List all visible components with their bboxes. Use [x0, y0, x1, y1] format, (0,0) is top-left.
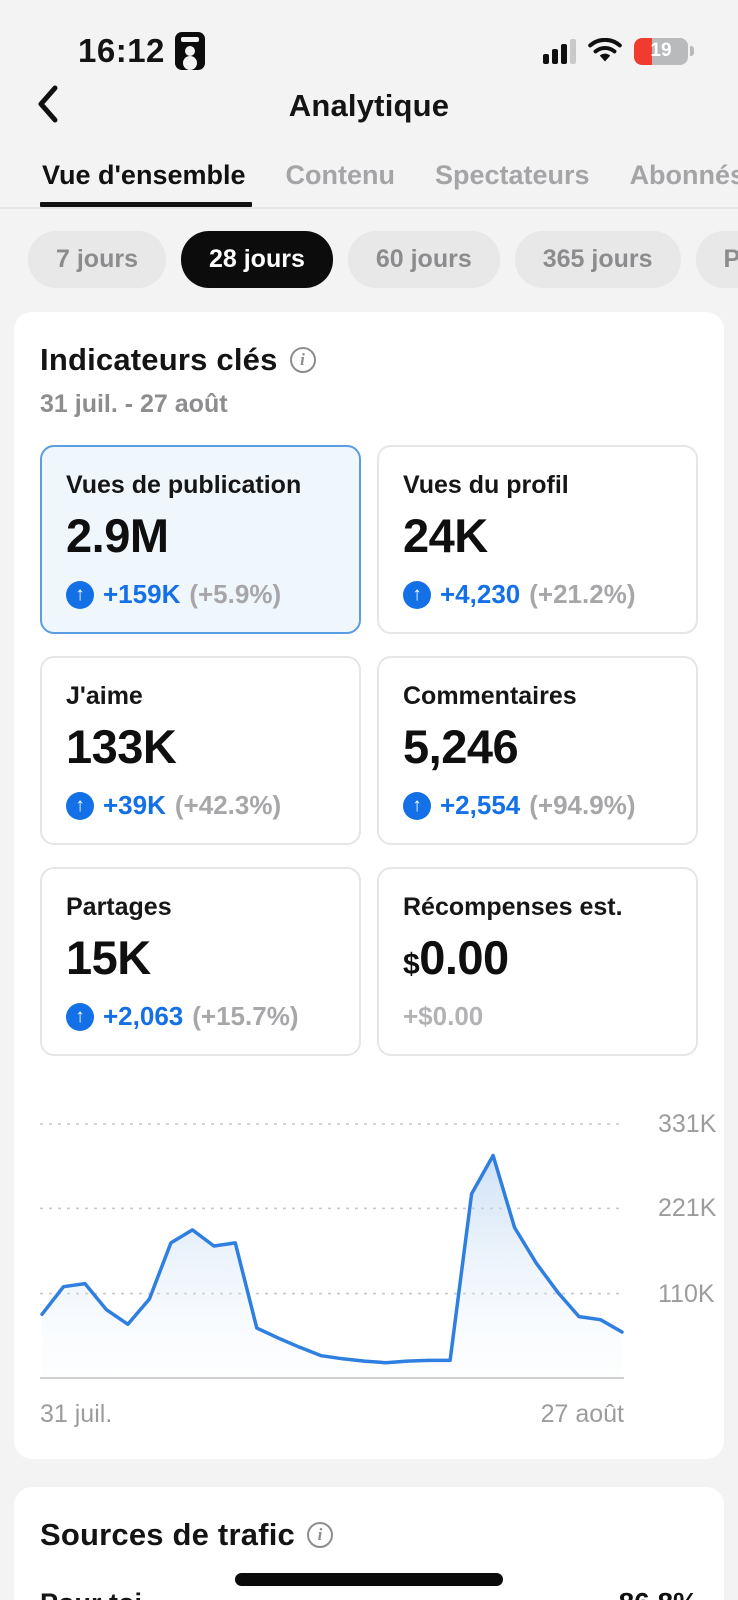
change-percent: (+15.7%)	[192, 1001, 299, 1031]
traffic-source-percent: 86.8%	[619, 1587, 698, 1600]
change-value: +$0.00	[403, 1001, 484, 1031]
change-value: +4,230	[440, 579, 521, 609]
home-indicator[interactable]	[235, 1573, 503, 1586]
page-title: Analytique	[288, 88, 450, 123]
y-tick-label: 221K	[658, 1194, 717, 1223]
x-axis-end-label: 27 août	[540, 1400, 624, 1428]
metric-card-jaime[interactable]: J'aime 133K ↑ +39K (+42.3%)	[40, 656, 361, 845]
pill-7-jours[interactable]: 7 jours	[28, 231, 166, 288]
views-trend-chart: 331K 221K 110K 31 juil. 27 août	[40, 1090, 716, 1429]
area-fill	[42, 1155, 622, 1378]
area-chart	[40, 1123, 624, 1379]
change-percent: (+94.9%)	[529, 790, 636, 820]
change-percent: (+5.9%)	[189, 579, 282, 609]
traffic-sources-title: Sources de trafic	[40, 1517, 295, 1552]
up-arrow-icon: ↑	[66, 1002, 94, 1031]
tab-spectateurs[interactable]: Spectateurs	[434, 160, 590, 190]
pill-365-jours[interactable]: 365 jours	[514, 231, 681, 288]
change-value: +2,063	[103, 1001, 184, 1031]
clock: 16:12	[78, 32, 165, 69]
key-metrics-card: Indicateurs clés i 31 juil. - 27 août Vu…	[14, 312, 724, 1459]
pill-60-jours[interactable]: 60 jours	[347, 231, 500, 288]
key-metrics-title: Indicateurs clés	[40, 342, 278, 377]
y-tick-label: 110K	[658, 1279, 715, 1308]
up-arrow-icon: ↑	[403, 791, 431, 820]
change-value: +159K	[103, 579, 181, 609]
cellular-signal-icon	[543, 38, 576, 64]
tab-bar: Vue d'ensemble Contenu Spectateurs Abonn…	[0, 160, 738, 207]
x-axis-start-label: 31 juil.	[40, 1400, 113, 1428]
tabs-divider	[0, 207, 738, 209]
status-bar: 16:12 19	[0, 0, 738, 72]
info-icon[interactable]: i	[306, 1522, 333, 1548]
contact-badge-icon	[174, 32, 205, 70]
traffic-sources-card: Sources de trafic i Pour toi 86.8%	[14, 1487, 724, 1600]
battery-fill	[634, 37, 653, 65]
tab-contenu[interactable]: Contenu	[285, 160, 395, 190]
y-tick-label: 331K	[658, 1110, 717, 1138]
chart-y-axis: 331K 221K 110K	[636, 1090, 716, 1390]
wifi-icon	[588, 38, 622, 62]
metric-card-vues-profil[interactable]: Vues du profil 24K ↑ +4,230 (+21.2%)	[377, 445, 698, 634]
back-button[interactable]	[26, 82, 70, 126]
metric-card-commentaires[interactable]: Commentaires 5,246 ↑ +2,554 (+94.9%)	[377, 656, 698, 845]
change-percent: (+21.2%)	[529, 579, 636, 609]
change-value: +2,554	[440, 790, 521, 820]
metric-card-vues-publication[interactable]: Vues de publication 2.9M ↑ +159K (+5.9%)	[40, 445, 361, 634]
up-arrow-icon: ↑	[66, 580, 94, 609]
app-header: Analytique	[0, 78, 738, 134]
change-percent: (+42.3%)	[174, 790, 282, 820]
pill-28-jours[interactable]: 28 jours	[180, 231, 333, 288]
battery-percent: 19	[650, 40, 672, 61]
traffic-source-label: Pour toi	[40, 1588, 142, 1600]
date-range-label: 31 juil. - 27 août	[40, 390, 228, 418]
metric-grid: Vues de publication 2.9M ↑ +159K (+5.9%)…	[40, 445, 698, 1056]
metric-card-recompenses[interactable]: Récompenses est. $0.00 +$0.00	[377, 867, 698, 1056]
trend-line	[40, 1153, 624, 1365]
up-arrow-icon: ↑	[66, 791, 94, 820]
change-value: +39K	[103, 790, 166, 820]
metric-card-partages[interactable]: Partages 15K ↑ +2,063 (+15.7%)	[40, 867, 361, 1056]
battery-indicator: 19	[634, 37, 694, 65]
chart-x-axis: 31 juil. 27 août	[40, 1400, 624, 1429]
pill-perso[interactable]: Perso	[695, 231, 738, 288]
traffic-source-row: Pour toi 86.8%	[40, 1587, 698, 1600]
up-arrow-icon: ↑	[403, 580, 431, 609]
tab-abonnes[interactable]: Abonnés	[629, 160, 738, 190]
info-icon[interactable]: i	[289, 347, 316, 373]
date-range-selector: 7 jours 28 jours 60 jours 365 jours Pers…	[0, 209, 738, 312]
tab-vue-densemble[interactable]: Vue d'ensemble	[40, 160, 251, 207]
chevron-left-icon	[38, 85, 58, 123]
